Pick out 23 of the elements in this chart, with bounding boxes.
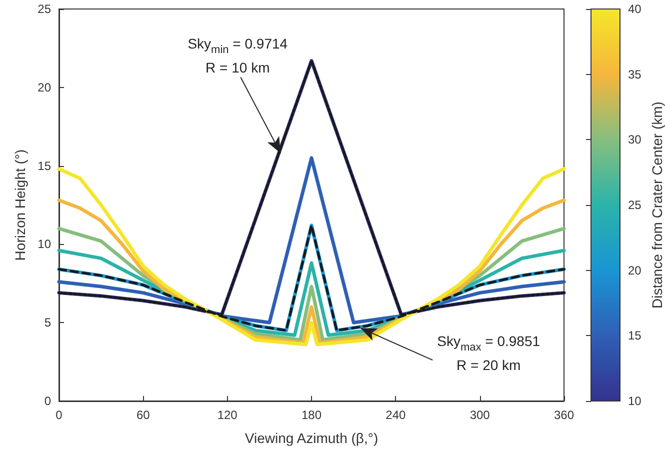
color-bar-label: 20 <box>628 263 642 278</box>
y-tick-label: 25 <box>38 2 52 16</box>
x-tick-label: 60 <box>136 408 150 422</box>
color-bar-label: 40 <box>628 2 642 16</box>
color-bar-label: 30 <box>628 132 642 147</box>
x-tick-label: 240 <box>386 408 406 422</box>
x-tick-label: 300 <box>470 408 490 422</box>
color-bar-label: 10 <box>628 394 642 408</box>
y-tick-label: 15 <box>38 158 52 173</box>
x-axis-title: Viewing Azimuth (β,°) <box>244 430 378 446</box>
x-tick-label: 0 <box>56 408 63 422</box>
color-bar-label: 25 <box>628 198 642 212</box>
color-bar-label: 35 <box>628 67 642 82</box>
x-tick-label: 360 <box>554 408 574 422</box>
y-tick-label: 20 <box>38 80 52 94</box>
y-tick-label: 10 <box>38 237 52 252</box>
y-tick-label: 0 <box>44 394 52 408</box>
x-tick-label: 180 <box>301 408 322 422</box>
x-tick-label: 120 <box>217 408 238 422</box>
color-bar-label: 15 <box>628 328 642 343</box>
color-bar-title: Distance from Crater Center (km) <box>649 102 665 308</box>
y-tick-label: 5 <box>44 316 52 330</box>
y-axis-title: Horizon Height (°) <box>12 149 28 261</box>
